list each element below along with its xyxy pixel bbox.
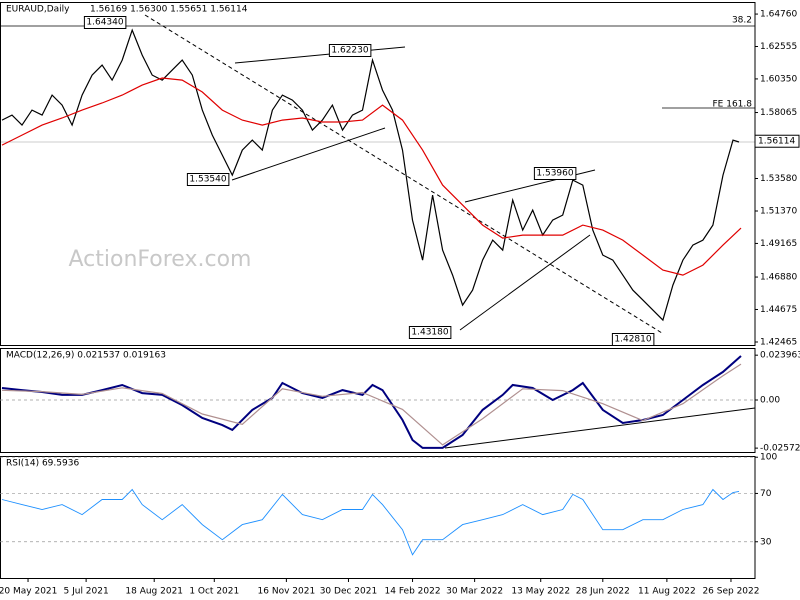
annotation-box: [408, 326, 452, 339]
x-tick-label: 20 May 2021: [0, 587, 57, 597]
x-tick-label: 26 Sep 2022: [702, 587, 759, 597]
frame: [0, 456, 756, 579]
panel-subtitle: 1.56169 1.56300 1.55651 1.56114: [90, 5, 248, 15]
y-tick-label: 100: [760, 453, 777, 463]
x-tick-label: 14 Feb 2022: [385, 587, 441, 597]
annotation: 1.53960: [536, 169, 573, 179]
last-price-box: [754, 134, 800, 148]
y-tick-label: 1.64760: [760, 10, 797, 20]
y-tick-label: 0.023963: [760, 351, 800, 361]
panel-title: MACD(12,26,9) 0.021537 0.019163: [6, 351, 166, 361]
annotation: 1.42810: [614, 335, 651, 345]
annotation-box: [611, 333, 655, 346]
y-tick-label: 1.46880: [760, 273, 797, 283]
y-tick-label: 1.49165: [760, 239, 797, 249]
x-tick-label: 1 Oct 2021: [189, 587, 239, 597]
trendline: [459, 234, 591, 331]
x-tick-label: 30 Dec 2021: [320, 587, 378, 597]
y-tick-label: 1.51370: [760, 207, 797, 217]
y-tick-label: 0.00: [760, 396, 780, 406]
panel-frames: [0, 2, 756, 579]
frame: [0, 2, 756, 346]
series-line: [1, 355, 742, 449]
x-tick-label: 18 Aug 2021: [125, 587, 183, 597]
y-tick-label: 1.53580: [760, 174, 797, 184]
series-line: [1, 28, 740, 322]
x-tick-label: 11 Aug 2022: [638, 587, 696, 597]
y-tick-label: 30: [760, 537, 772, 547]
x-tick-label: 5 Jul 2021: [64, 587, 109, 597]
y-tick-label: -0.025726: [760, 444, 800, 454]
annotation-box: [328, 44, 372, 57]
trendline: [144, 14, 663, 334]
annotation: 1.43180: [411, 328, 448, 338]
annotation: 1.64340: [86, 18, 123, 28]
annotation-box: [533, 167, 577, 180]
y-tick-label: 1.44675: [760, 305, 797, 315]
panel-title: EURAUD,Daily: [6, 5, 70, 15]
trendline: [231, 127, 386, 181]
series-line: [1, 77, 742, 276]
panel-title: RSI(14) 69.5936: [6, 459, 79, 469]
annotation-box: [186, 173, 230, 186]
y-tick-label: 1.62555: [760, 42, 797, 52]
y-tick-label: 1.60350: [760, 74, 797, 84]
annotation-box: [83, 16, 127, 29]
trendlines: [0, 14, 756, 449]
series-line: [1, 363, 742, 446]
trendline: [234, 46, 406, 64]
x-tick-label: 28 Jun 2022: [576, 587, 630, 597]
watermark: ActionForex.com: [69, 247, 252, 272]
annotation: 38.2: [732, 16, 752, 26]
x-tick-label: 16 Nov 2021: [258, 587, 316, 597]
series-line: [1, 488, 740, 556]
y-tick-label: 1.42465: [760, 337, 797, 347]
last-price-label: 1.56114: [758, 137, 795, 147]
x-tick-label: 13 May 2022: [511, 587, 570, 597]
trendline: [444, 407, 756, 449]
annotation: 1.53540: [189, 175, 226, 185]
y-tick-label: 1.58065: [760, 108, 797, 118]
y-tick-label: 70: [760, 489, 772, 499]
annotation: 1.62230: [331, 46, 368, 56]
annotation: FE 161.8: [713, 100, 753, 110]
x-tick-label: 30 Mar 2022: [446, 587, 503, 597]
